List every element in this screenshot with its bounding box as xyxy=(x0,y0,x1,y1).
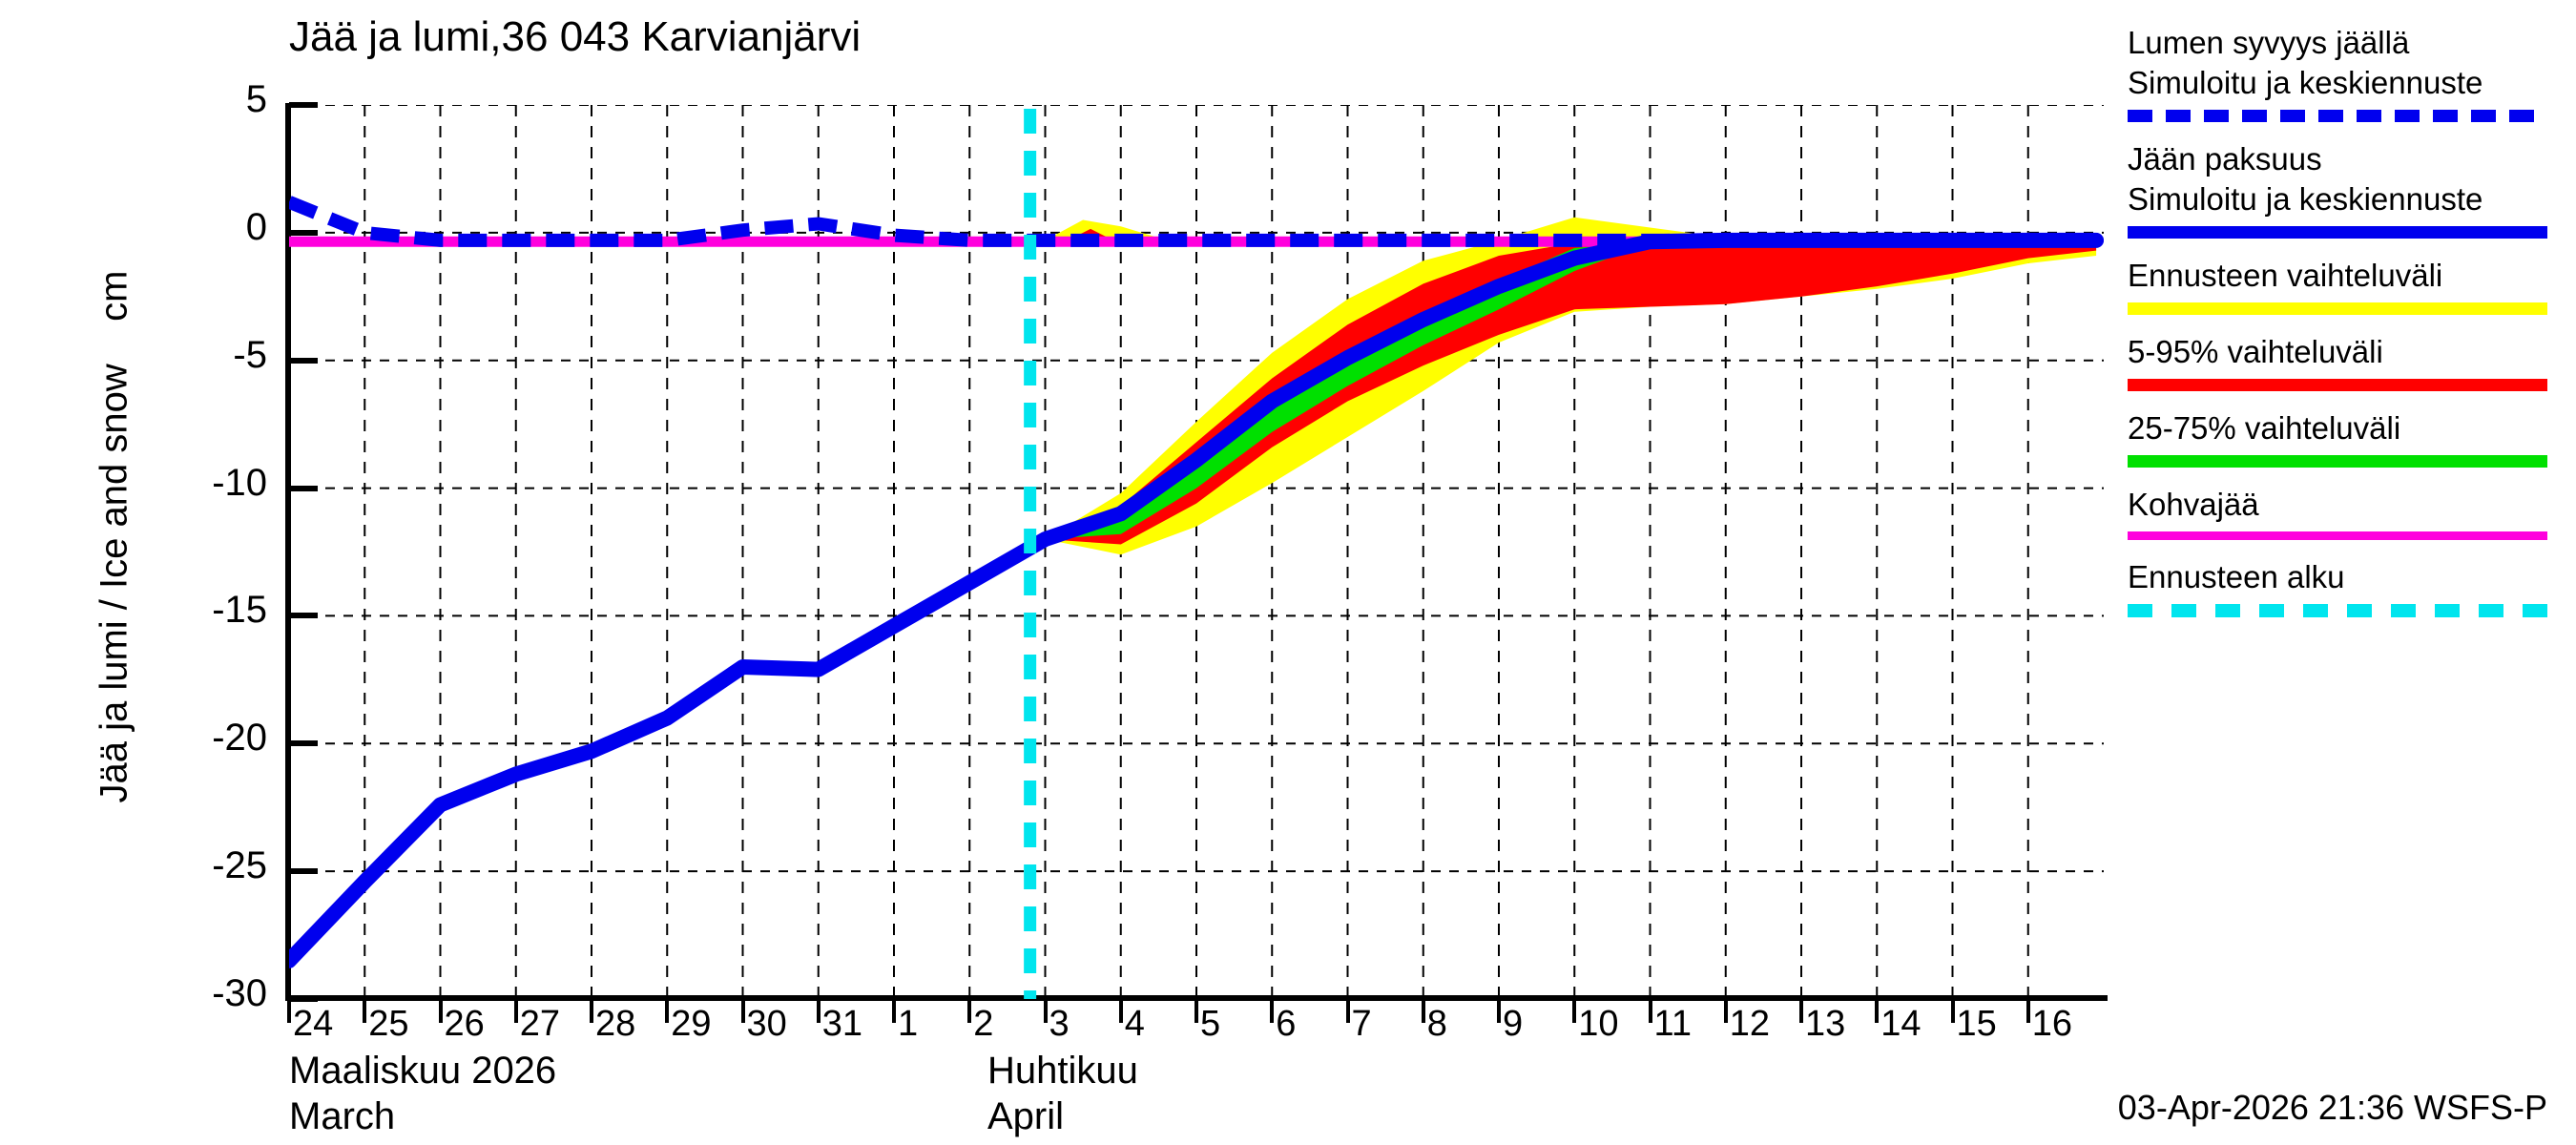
chart-legend: Lumen syvyys jäällä Simuloitu ja keskienn… xyxy=(2128,23,2566,635)
x-tick-label: 8 xyxy=(1426,1004,1447,1044)
plot-area xyxy=(289,105,2104,999)
legend-label-primary: Ennusteen alku xyxy=(2128,559,2345,594)
month-label-en-0: March xyxy=(289,1095,396,1137)
x-tick-label: 12 xyxy=(1729,1004,1771,1044)
legend-label-primary: Kohvajää xyxy=(2128,487,2259,522)
x-tick-mark xyxy=(1648,998,1652,1023)
x-tick-label: 10 xyxy=(1578,1004,1619,1044)
month-label-fi-1: Huhtikuu xyxy=(987,1050,1138,1092)
legend-item-5: Kohvajää xyxy=(2128,485,2566,540)
x-tick-label: 14 xyxy=(1880,1004,1922,1044)
y-tick-label: -25 xyxy=(212,844,267,887)
y-tick-mark xyxy=(289,868,318,875)
x-tick-mark xyxy=(1497,998,1501,1023)
legend-swatch-magenta-icon xyxy=(2128,531,2547,540)
x-tick-label: 16 xyxy=(2031,1004,2073,1044)
legend-item-0: Lumen syvyys jäällä Simuloitu ja keskienn… xyxy=(2128,23,2566,122)
legend-label-primary: 5-95% vaihteluväli xyxy=(2128,334,2383,369)
x-tick-mark xyxy=(665,998,670,1023)
legend-swatch-green-icon xyxy=(2128,455,2547,468)
x-tick-label: 28 xyxy=(595,1004,636,1044)
legend-label-primary: Lumen syvyys jäällä xyxy=(2128,25,2410,60)
legend-item-2: Ennusteen vaihteluväli xyxy=(2128,256,2566,315)
legend-swatch-red-icon xyxy=(2128,379,2547,391)
y-tick-mark xyxy=(289,485,318,491)
y-tick-label: -30 xyxy=(212,972,267,1014)
x-tick-label: 3 xyxy=(1049,1004,1070,1044)
x-tick-mark xyxy=(1195,998,1198,1023)
month-label-fi-0: Maaliskuu 2026 xyxy=(289,1050,557,1092)
x-tick-mark xyxy=(1118,998,1123,1023)
x-tick-mark xyxy=(1572,998,1577,1023)
x-tick-label: 7 xyxy=(1351,1004,1372,1044)
y-tick-label: 0 xyxy=(245,205,267,248)
x-tick-label: 27 xyxy=(519,1004,561,1044)
legend-label-primary: Ennusteen vaihteluväli xyxy=(2128,258,2443,293)
y-axis-line xyxy=(285,103,291,1001)
y-tick-label: -15 xyxy=(212,589,267,632)
x-tick-label: 1 xyxy=(898,1004,919,1044)
x-tick-mark xyxy=(1799,998,1803,1023)
x-tick-mark xyxy=(967,998,972,1023)
y-tick-mark xyxy=(289,102,318,108)
legend-item-3: 5-95% vaihteluväli xyxy=(2128,332,2566,391)
y-tick-mark xyxy=(289,229,318,236)
x-tick-label: 15 xyxy=(1956,1004,1997,1044)
legend-label-primary: 25-75% vaihteluväli xyxy=(2128,410,2401,446)
legend-label-secondary: Simuloitu ja keskiennuste xyxy=(2128,181,2483,217)
month-label-en-1: April xyxy=(987,1095,1065,1137)
x-tick-mark xyxy=(1270,998,1275,1023)
chart-svg xyxy=(289,105,2104,999)
y-tick-label: 5 xyxy=(245,78,267,120)
legend-item-4: 25-75% vaihteluväli xyxy=(2128,408,2566,468)
x-tick-mark xyxy=(740,998,745,1023)
x-tick-mark xyxy=(1043,998,1048,1023)
x-tick-mark xyxy=(1875,998,1880,1023)
legend-label-secondary: Simuloitu ja keskiennuste xyxy=(2128,65,2483,100)
series-ice-thickness xyxy=(289,232,2104,968)
legend-item-6: Ennusteen alku xyxy=(2128,557,2566,617)
x-tick-mark xyxy=(287,998,291,1023)
x-tick-mark xyxy=(363,998,367,1023)
x-tick-mark xyxy=(816,998,821,1023)
x-tick-label: 9 xyxy=(1503,1004,1524,1044)
legend-item-1: Jään paksuus Simuloitu ja keskiennuste xyxy=(2128,139,2566,239)
x-tick-mark xyxy=(513,998,518,1023)
x-tick-label: 6 xyxy=(1276,1004,1297,1044)
x-tick-label: 24 xyxy=(293,1004,334,1044)
x-tick-label: 31 xyxy=(821,1004,863,1044)
y-tick-label: -20 xyxy=(212,717,267,760)
x-tick-mark xyxy=(1345,998,1350,1023)
x-tick-label: 25 xyxy=(368,1004,409,1044)
x-tick-mark xyxy=(1723,998,1728,1023)
y-tick-mark xyxy=(289,996,318,1002)
x-tick-mark xyxy=(1421,998,1425,1023)
y-tick-mark xyxy=(289,613,318,619)
x-tick-mark xyxy=(892,998,896,1023)
x-tick-label: 13 xyxy=(1805,1004,1846,1044)
legend-swatch-yellow-icon xyxy=(2128,302,2547,315)
y-tick-mark xyxy=(289,740,318,747)
x-tick-mark xyxy=(2025,998,2030,1023)
x-tick-label: 30 xyxy=(746,1004,787,1044)
y-tick-mark xyxy=(289,357,318,364)
legend-swatch-dash-blue-icon xyxy=(2128,110,2547,122)
x-tick-label: 26 xyxy=(444,1004,485,1044)
x-tick-label: 5 xyxy=(1200,1004,1221,1044)
y-tick-label: -10 xyxy=(212,461,267,504)
legend-swatch-dash-cyan-icon xyxy=(2128,604,2547,617)
footer-timestamp: 03-Apr-2026 21:36 WSFS-P xyxy=(2117,1088,2547,1127)
x-tick-label: 2 xyxy=(973,1004,994,1044)
x-tick-label: 4 xyxy=(1124,1004,1145,1044)
x-tick-mark xyxy=(438,998,443,1023)
y-tick-label: -5 xyxy=(233,333,267,376)
page-title: Jää ja lumi,36 043 Karvianjärvi xyxy=(289,13,862,60)
legend-label-primary: Jään paksuus xyxy=(2128,141,2322,177)
x-tick-mark xyxy=(1950,998,1955,1023)
legend-swatch-solid-blue-icon xyxy=(2128,226,2547,239)
x-tick-label: 11 xyxy=(1653,1004,1692,1044)
x-tick-mark xyxy=(590,998,593,1023)
x-tick-label: 29 xyxy=(671,1004,712,1044)
